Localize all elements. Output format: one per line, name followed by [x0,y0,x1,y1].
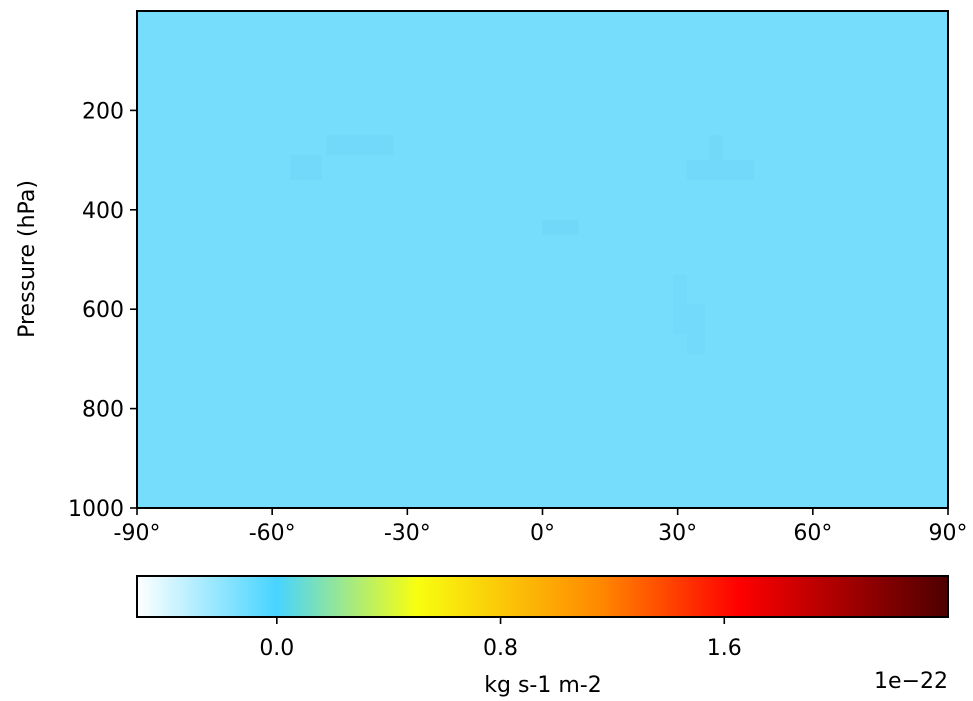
plot-area [136,10,949,509]
x-tick-label: 60° [793,521,832,546]
y-axis-label: Pressure (hPa) [15,180,40,338]
x-tick-label: -60° [249,521,296,546]
heatmap-patch [326,135,394,156]
x-tick-label: -90° [114,521,161,546]
heatmap-field [137,11,948,508]
colorbar-offset-text: 1e−22 [874,669,948,694]
colorbar-label: kg s-1 m-2 [484,673,601,698]
colorbar-ticks: 0.0 0.8 1.6 [259,617,742,661]
heatmap-patch [686,304,705,354]
y-axis: 200 400 600 800 1000 [68,99,137,522]
colorbar: 0.0 0.8 1.6 [136,575,949,661]
heatmap-patch [673,274,687,335]
x-axis: -90° -60° -30° 0° 30° 60° 90° [114,508,968,546]
colorbar-tick-label: 0.0 [259,636,294,661]
colorbar-tick-label: 0.8 [483,636,518,661]
y-tick-label: 1000 [68,497,124,522]
heatmap-patch [542,219,579,235]
y-tick-label: 800 [82,398,124,423]
heatmap-patches [290,135,755,354]
heatmap-patch [290,155,322,180]
x-tick-label: 30° [658,521,697,546]
x-tick-label: -30° [384,521,431,546]
colorbar-tick-label: 1.6 [707,636,742,661]
y-tick-label: 400 [82,199,124,224]
x-tick-label: 0° [530,521,555,546]
x-tick-label: 90° [929,521,968,546]
heatmap-patch [709,135,723,161]
y-tick-label: 600 [82,298,124,323]
colorbar-frame [136,575,949,618]
heatmap-patch [686,160,755,180]
y-tick-label: 200 [82,99,124,124]
colorbar-gradient [137,576,948,617]
